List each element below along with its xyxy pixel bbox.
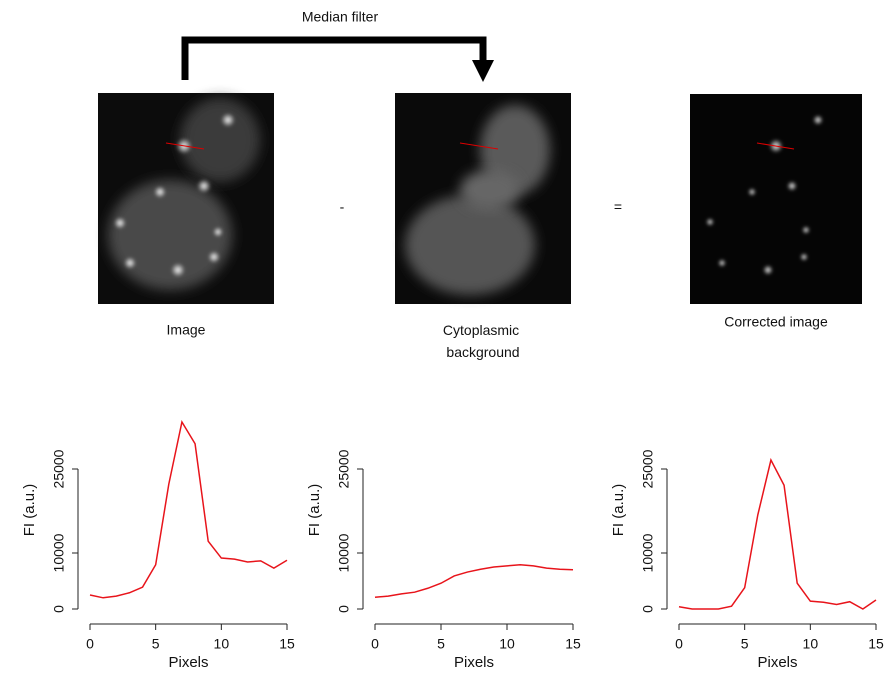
data-line — [679, 460, 876, 609]
arrow — [185, 40, 483, 80]
x-tick-label: 5 — [152, 636, 160, 652]
x-tick-label: 0 — [371, 636, 379, 652]
x-tick-label: 0 — [86, 636, 94, 652]
operator: - — [340, 199, 345, 215]
y-tick-label: 0 — [336, 605, 352, 613]
micrograph-background — [395, 93, 571, 304]
operator: = — [614, 199, 622, 215]
panel-label: Image — [167, 322, 206, 338]
panel-label: Corrected image — [724, 314, 828, 330]
y-tick-label: 0 — [640, 605, 656, 613]
x-tick-label: 10 — [214, 636, 230, 652]
y-axis-label: FI (a.u.) — [306, 484, 323, 537]
arrow-label: Median filter — [302, 9, 379, 25]
data-line — [375, 565, 573, 597]
x-tick-label: 10 — [499, 636, 515, 652]
x-axis-label: Pixels — [757, 654, 797, 671]
y-tick-label: 25000 — [51, 449, 67, 488]
y-tick-label: 25000 — [640, 449, 656, 488]
x-tick-label: 0 — [675, 636, 683, 652]
y-tick-label: 25000 — [336, 449, 352, 488]
x-tick-label: 15 — [279, 636, 295, 652]
x-tick-label: 15 — [868, 636, 884, 652]
arrow-head — [472, 60, 494, 82]
y-tick-label: 10000 — [336, 533, 352, 572]
y-tick-label: 10000 — [640, 533, 656, 572]
micrograph-image — [98, 93, 274, 304]
y-tick-label: 0 — [51, 605, 67, 613]
x-tick-label: 5 — [741, 636, 749, 652]
x-tick-label: 15 — [565, 636, 581, 652]
x-tick-label: 5 — [437, 636, 445, 652]
y-tick-label: 10000 — [51, 533, 67, 572]
panel-label: Cytoplasmic background — [443, 322, 523, 360]
x-axis-label: Pixels — [454, 654, 494, 671]
micrograph-corrected — [690, 94, 862, 304]
data-line — [90, 422, 287, 598]
y-axis-label: FI (a.u.) — [21, 484, 38, 537]
figure: Median filter Image - Cytoplasmic backgr… — [0, 0, 890, 676]
x-tick-label: 10 — [803, 636, 819, 652]
y-axis-label: FI (a.u.) — [610, 484, 627, 537]
x-axis-label: Pixels — [168, 654, 208, 671]
